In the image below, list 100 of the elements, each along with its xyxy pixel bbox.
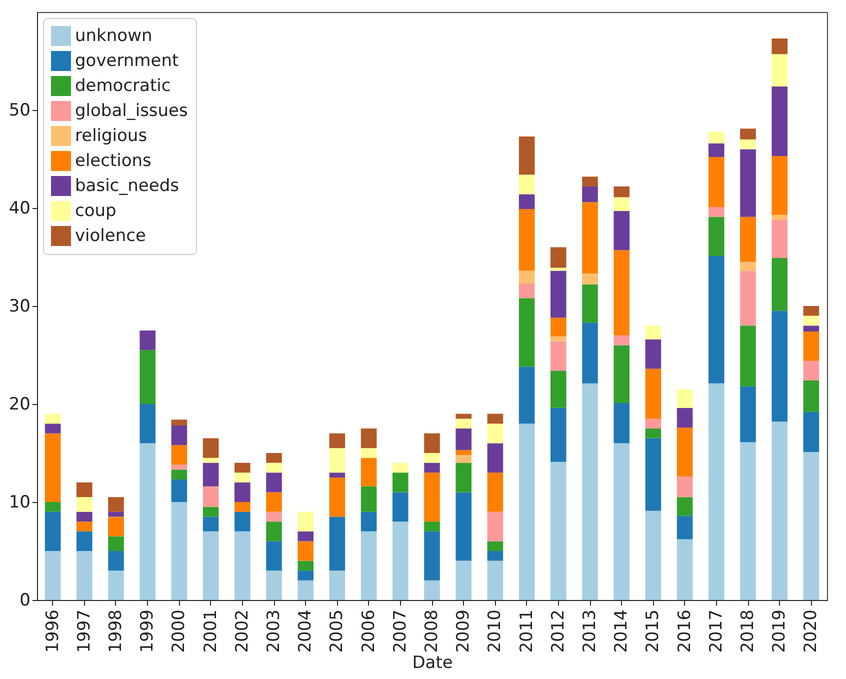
bar [708,256,724,384]
bar [424,472,440,522]
bar [550,408,566,462]
x-tick-label: 1998 [106,610,126,653]
bar [803,452,820,600]
bar [676,476,693,498]
bar [234,502,250,512]
bar [614,335,630,346]
x-tick-label: 2018 [738,610,758,653]
bar [645,326,662,340]
x-tick-label: 2017 [706,610,726,653]
bar [582,202,598,274]
bar [234,531,250,600]
bar [456,450,472,455]
bar [44,414,61,424]
bar [108,536,124,551]
bar [76,482,92,498]
bar [740,216,756,262]
bar [76,512,92,522]
bar [456,492,472,561]
x-tick-label: 1999 [138,610,158,653]
bar [329,433,346,448]
bar [360,512,377,532]
bar [645,428,662,438]
bar [456,414,472,419]
bar [456,428,472,450]
bar [518,270,535,284]
bar [171,420,188,426]
x-tick-label: 2000 [169,610,190,653]
bar [550,462,566,600]
bar [772,220,788,258]
bar [582,284,598,323]
bar [44,551,61,600]
bar [140,443,156,600]
x-tick-label: 2014 [612,610,632,653]
x-tick-label: 2011 [516,610,537,653]
bar [740,149,756,217]
bar [676,408,693,428]
bar [487,560,504,600]
y-tick-label: 10 [8,492,30,512]
bar [740,262,756,271]
bar [487,512,504,542]
bar [708,132,724,144]
bar [740,442,756,600]
bar [676,389,693,408]
y-tick-label: 50 [8,100,30,120]
bar [108,497,124,512]
bar [360,486,377,512]
bar [298,560,314,571]
bar [518,136,535,175]
bar [234,482,250,502]
bar [202,531,219,600]
bar [329,516,346,571]
bar [456,560,472,600]
bar [44,424,61,434]
bar [360,428,377,448]
bar [424,522,440,532]
bar [266,570,282,600]
bar [676,497,693,516]
bar [171,464,188,470]
bar [234,462,250,473]
bar [360,458,377,486]
bar [676,539,693,600]
bar [140,330,156,350]
bar [803,412,820,452]
bar [424,453,440,463]
bar [329,448,346,473]
legend-label: coup [75,201,116,221]
bar [550,270,566,318]
bar [803,306,820,316]
bar [44,433,61,502]
bar [614,186,630,198]
bar [392,522,408,600]
bar [456,454,472,463]
bar [487,551,504,561]
bar [614,210,630,250]
bar [424,580,440,600]
bar [518,298,535,367]
bar [614,250,630,336]
bar [266,453,282,463]
bar [518,424,535,600]
bar [518,208,535,271]
legend-label: unknown [75,26,152,46]
legend-label: government [75,51,179,71]
bar [803,360,820,380]
bar [676,516,693,540]
x-tick-label: 2016 [674,610,695,653]
bar [708,157,724,208]
bar [202,462,219,486]
x-tick-label: 2002 [232,610,252,653]
bar [360,531,377,600]
bar [772,258,788,311]
bar [518,174,535,194]
x-tick-label: 2015 [643,610,664,653]
bar [171,479,188,502]
x-tick-label: 2005 [327,610,348,653]
bar [487,541,504,551]
bar [108,551,124,571]
x-tick-label: 2009 [454,610,474,653]
bar [645,510,662,600]
